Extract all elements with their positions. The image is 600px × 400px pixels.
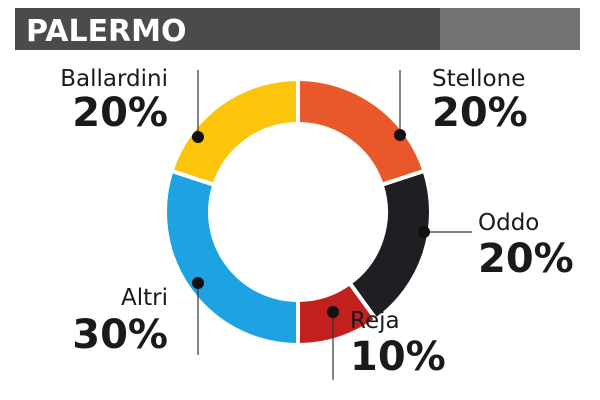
header-pattern: [440, 8, 580, 50]
leader-dot: [192, 277, 204, 289]
donut-slice: [168, 76, 300, 188]
slice-name: Ballardini: [60, 66, 168, 92]
donut-slice: [296, 76, 428, 188]
slice-name: Stellone: [432, 66, 525, 92]
slice-name: Oddo: [478, 210, 539, 236]
slice-value-label: 20%: [432, 90, 528, 136]
slice-value-label: 20%: [72, 90, 168, 136]
slice-value-label: 10%: [350, 334, 446, 380]
chart-title: PALERMO: [26, 14, 187, 49]
slice-name: Reja: [350, 308, 400, 334]
donut-slice: [163, 168, 300, 348]
leader-dot: [418, 226, 430, 238]
leader-dot: [192, 131, 204, 143]
slice-name: Altri: [121, 285, 168, 311]
leader-dot: [327, 306, 339, 318]
slice-value-label: 20%: [478, 236, 574, 282]
slice-value-label: 30%: [72, 312, 168, 358]
leader-dot: [394, 129, 406, 141]
